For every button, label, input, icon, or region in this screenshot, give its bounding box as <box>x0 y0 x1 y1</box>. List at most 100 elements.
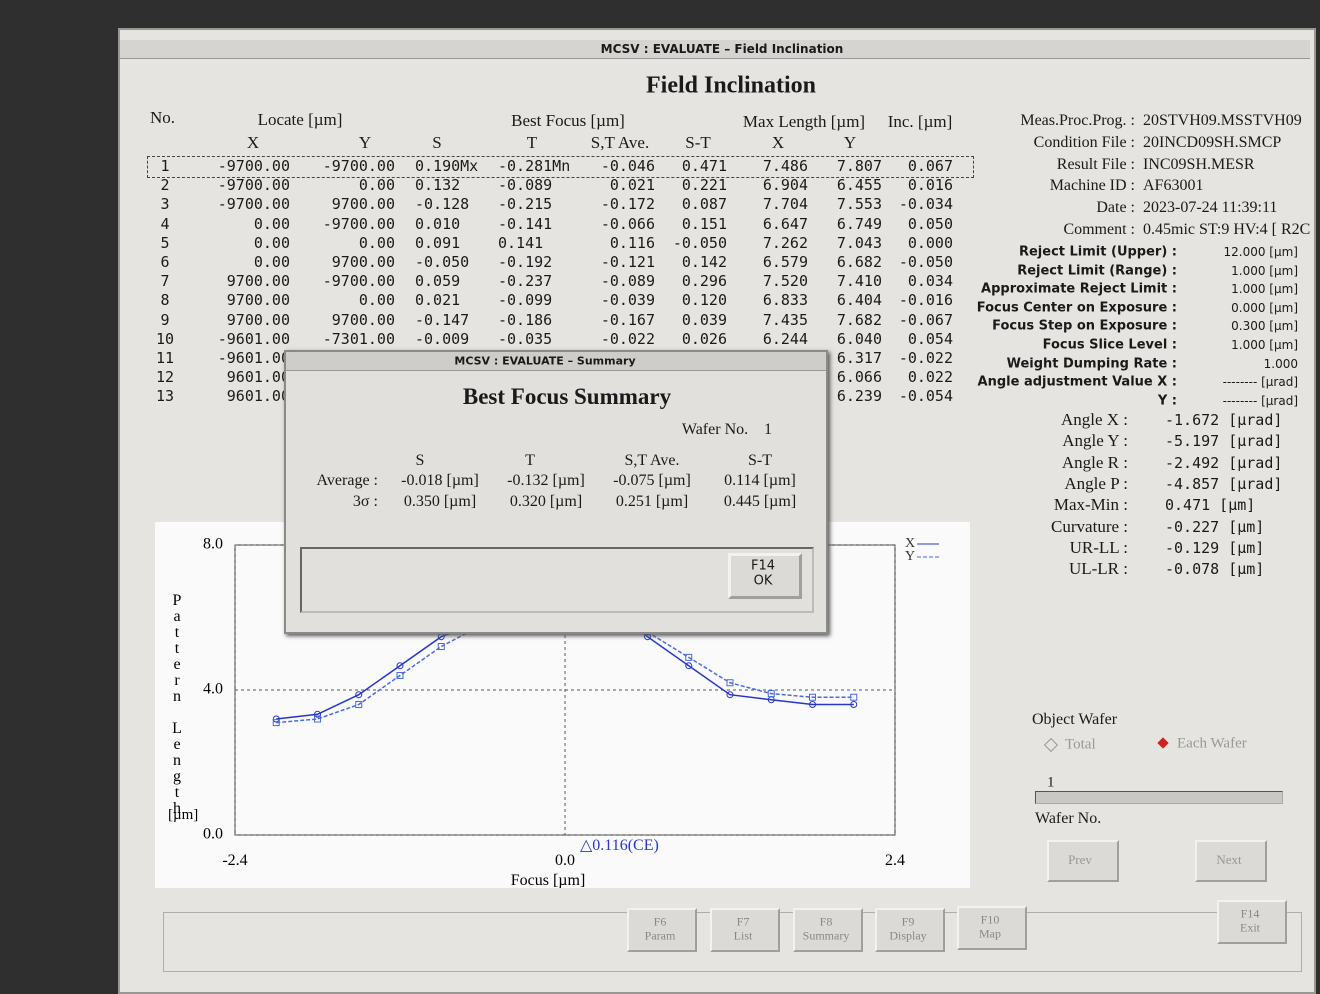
table-cell: 0.039 <box>681 310 727 329</box>
limit-label: Y : <box>1157 393 1177 409</box>
info-value: INC09SH.MESR <box>1143 155 1255 173</box>
limit-value: 1.000 [µm] <box>1231 338 1298 352</box>
button-label[interactable]: Next <box>1216 852 1242 867</box>
key-code[interactable]: F6 <box>653 914 667 929</box>
table-cell: -0.039 <box>600 291 655 310</box>
limit-value: 12.000 [µm] <box>1223 245 1299 259</box>
key-code[interactable]: F7 <box>736 914 750 929</box>
table-cell: -0.192 <box>498 253 553 271</box>
table-cell: 0.010 <box>415 214 461 233</box>
table-cell: -0.022 <box>600 329 655 348</box>
table-cell: -0.089 <box>600 272 655 291</box>
table-cell: 6.317 <box>836 349 882 367</box>
nav-button[interactable] <box>1195 840 1267 882</box>
legend-label: X <box>905 536 915 551</box>
table-cell: -0.022 <box>898 349 953 367</box>
table-cell: 9601.00 <box>226 368 290 387</box>
summary-value: 0.350 [µm] <box>403 493 477 510</box>
column-header: X <box>246 133 260 152</box>
info-value: 20STVH09.MSSTVH09 <box>1143 112 1302 129</box>
table-cell: 0.132 <box>415 176 461 195</box>
key-code[interactable]: F10 <box>980 912 1000 927</box>
function-key[interactable] <box>875 908 945 952</box>
table-cell: -9700.00 <box>217 195 290 214</box>
radio-label[interactable]: Each Wafer <box>1177 735 1247 752</box>
data-point <box>314 715 321 723</box>
radio-label[interactable]: Total <box>1065 736 1096 753</box>
y-tick-label: 8.0 <box>203 536 223 553</box>
key-label[interactable]: Summary <box>802 928 850 943</box>
limit-value: 1.000 [µm] <box>1231 263 1298 278</box>
info-label: Comment : <box>1063 221 1135 238</box>
table-cell: 0.022 <box>907 368 953 387</box>
angle-label: Angle Y : <box>1062 431 1128 451</box>
table-cell: 0.00 <box>253 233 290 252</box>
table-cell: 0.054 <box>907 329 953 348</box>
table-cell: 2 <box>160 176 170 195</box>
key-label[interactable]: List <box>733 928 753 943</box>
table-cell: -9700.00 <box>322 272 395 291</box>
angle-value: -1.672 [µrad] <box>1165 411 1283 429</box>
table-cell: 0.221 <box>681 176 727 195</box>
table-cell: -0.054 <box>898 387 953 406</box>
table-cell: 8 <box>160 291 170 310</box>
table-cell: 0.091 <box>415 233 461 252</box>
button-label[interactable]: Prev <box>1068 852 1092 867</box>
data-point <box>726 679 734 687</box>
function-key[interactable] <box>793 908 863 952</box>
function-key[interactable] <box>1217 900 1287 944</box>
info-value: 2023-07-24 11:39:11 <box>1143 199 1278 217</box>
heading: Field Inclination <box>645 72 817 99</box>
key-code[interactable]: F14 <box>1240 906 1260 921</box>
wafer-value: 1 <box>764 421 772 438</box>
table-cell: 0.120 <box>681 291 727 310</box>
ok-label[interactable]: OK <box>753 573 773 589</box>
table-cell: -9700.00 <box>322 214 395 233</box>
table-cell: 7.486 <box>762 157 808 175</box>
nav-button[interactable] <box>1047 840 1119 882</box>
key-code[interactable]: F9 <box>901 914 915 929</box>
table-cell: 6.833 <box>762 291 808 310</box>
ok-key[interactable]: F14 <box>750 558 776 574</box>
limit-value: -------- [µrad] <box>1222 375 1298 390</box>
summary-column: S,T Ave. <box>624 452 680 469</box>
column-group-header: Locate [µm] <box>257 110 343 129</box>
table-cell: 6.455 <box>836 176 882 195</box>
function-key[interactable] <box>710 908 780 952</box>
key-label[interactable]: Map <box>979 926 1001 941</box>
table-cell: 0.296 <box>681 272 727 291</box>
data-point <box>850 693 858 701</box>
key-label[interactable]: Display <box>889 928 927 943</box>
slider-label: Wafer No. <box>1035 810 1102 827</box>
table-cell: 9700.00 <box>331 310 395 329</box>
table-cell: 7.553 <box>836 195 882 214</box>
table-cell: -0.050 <box>672 233 727 252</box>
data-point <box>809 693 816 701</box>
column-group-header: Best Focus [µm] <box>511 111 625 130</box>
data-point <box>437 643 445 650</box>
table-cell: -9700.00 <box>322 157 395 175</box>
limit-label: Reject Limit (Upper) : <box>1018 244 1177 260</box>
key-label[interactable]: Exit <box>1240 920 1260 935</box>
slider[interactable] <box>1035 791 1283 804</box>
limit-label: Reject Limit (Range) : <box>1017 263 1177 279</box>
limit-value: 0.000 [µm] <box>1231 300 1298 315</box>
function-key[interactable] <box>627 908 697 952</box>
table-cell: 0.016 <box>907 176 953 195</box>
table-cell: 0.151 <box>681 214 727 233</box>
ok-button[interactable] <box>728 553 802 599</box>
table-cell: 0.067 <box>907 157 953 175</box>
slider-value: 1 <box>1047 774 1055 791</box>
angle-label: Max-Min : <box>1053 495 1128 515</box>
function-key[interactable] <box>957 906 1027 950</box>
table-cell: -0.172 <box>600 195 655 214</box>
table-cell: -0.141 <box>498 214 553 233</box>
table-cell: -0.237 <box>498 272 553 291</box>
column-group-header: No. <box>150 108 176 127</box>
key-code[interactable]: F8 <box>819 914 833 929</box>
angle-value: -0.078 [µm] <box>1165 560 1265 579</box>
x-tick-label: -2.4 <box>222 852 247 869</box>
key-label[interactable]: Param <box>644 928 676 943</box>
y-tick-label: 4.0 <box>203 681 223 698</box>
